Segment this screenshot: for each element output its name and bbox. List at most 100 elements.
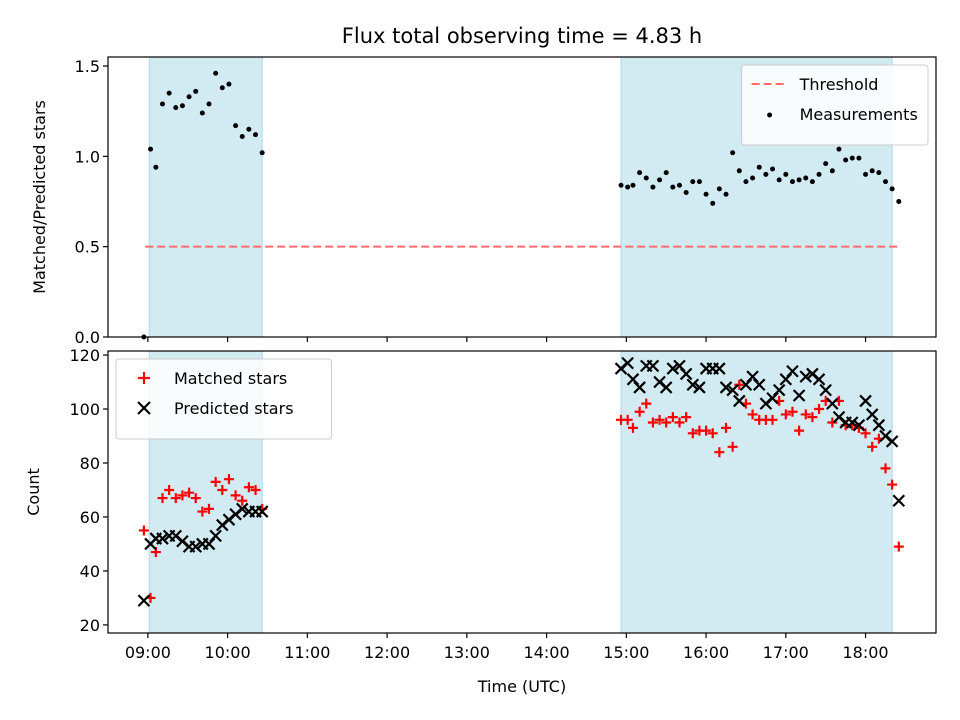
predicted-star-point: [859, 394, 872, 408]
measurement-point: [637, 170, 643, 176]
top-legend: Threshold Measurements: [741, 64, 929, 146]
matched-star-point: [687, 428, 698, 439]
top-y-tick-label: 0.0: [75, 328, 100, 347]
measurement-point: [259, 150, 265, 156]
matched-star-point: [177, 490, 188, 501]
matched-star-point: [184, 487, 195, 498]
matched-star-point: [223, 474, 234, 485]
measurement-point: [816, 171, 822, 177]
legend-label: Measurements: [800, 105, 918, 124]
measurement-point: [710, 200, 716, 206]
bottom-y-tick-label: 20: [80, 616, 100, 635]
matched-star-point: [827, 417, 838, 428]
measurement-point: [219, 85, 225, 91]
matched-star-point: [667, 412, 678, 423]
matched-star-point: [893, 541, 904, 552]
matched-star-point: [807, 412, 818, 423]
x-tick-label: 16:00: [683, 643, 729, 662]
predicted-star-point: [786, 364, 799, 378]
matched-star-point: [681, 412, 692, 423]
matched-star-point: [674, 417, 685, 428]
top-panel-frame: [107, 56, 937, 338]
measurement-point: [676, 182, 682, 188]
measurement-point: [690, 179, 696, 185]
predicted-star-point: [799, 370, 813, 383]
matched-star-point: [887, 479, 898, 490]
measurement-point: [723, 191, 729, 197]
legend-label: Predicted stars: [174, 399, 294, 418]
predicted-star-point: [189, 540, 202, 553]
matched-star-point: [860, 428, 871, 439]
predicted-star-point: [255, 505, 269, 518]
matched-star-point: [707, 428, 718, 439]
measurement-point: [630, 182, 636, 188]
matched-star-point: [787, 406, 798, 417]
measurement-point: [763, 171, 769, 177]
measurement-point: [823, 161, 829, 167]
measurement-point: [650, 184, 656, 190]
matched-star-point: [243, 482, 254, 493]
measurement-point: [199, 110, 205, 116]
measurement-point: [843, 157, 849, 163]
measurement-point: [829, 168, 835, 174]
matched-star-point: [237, 495, 248, 506]
measurement-point: [226, 81, 232, 87]
measurement-point: [896, 199, 902, 205]
measurement-point: [153, 164, 159, 170]
matched-star-point: [190, 493, 201, 504]
measurement-point: [889, 186, 895, 192]
measurement-point: [809, 179, 815, 185]
top-x-ticks: [147, 337, 867, 342]
matched-star-point: [701, 425, 712, 436]
measurement-point: [670, 184, 676, 190]
predicted-star-point: [686, 378, 700, 392]
matched-star-point: [661, 417, 672, 428]
measurement-point: [696, 179, 702, 185]
predicted-star-point: [137, 594, 151, 607]
measurement-point: [246, 126, 252, 132]
predicted-star-point: [633, 381, 646, 394]
measurement-point: [148, 146, 154, 152]
bottom-y-ticks: 20 40 60 80 100 120: [69, 346, 108, 635]
measurement-point: [657, 177, 663, 183]
bottom-x-ticks: 09:00 10:00 11:00 12:00 13:00 14:00 15:00 16:00…: [125, 633, 889, 662]
bottom-y-tick-label: 120: [69, 346, 100, 365]
bottom-y-tick-label: 100: [69, 400, 100, 419]
measurement-point: [663, 170, 669, 176]
bottom-panel: 20 40 60 80 100 120 09:00 10:00 11:00 12:00 13:00…: [24, 346, 937, 696]
matched-star-point: [634, 406, 645, 417]
bottom-panel-data: [137, 356, 906, 607]
matched-star-point: [767, 414, 778, 425]
predicted-star-point: [885, 435, 899, 448]
measurement-point: [882, 179, 888, 185]
matched-star-point: [170, 493, 181, 504]
measurement-point: [863, 171, 869, 177]
measurement-point: [179, 103, 185, 109]
measurement-point: [869, 168, 875, 174]
measurement-point: [876, 170, 882, 176]
measurement-point: [253, 132, 259, 138]
measurement-point: [789, 179, 795, 185]
predicted-star-point: [812, 373, 826, 386]
measurement-point: [186, 94, 192, 100]
x-tick-label: 14:00: [524, 643, 570, 662]
predicted-star-point: [719, 381, 733, 394]
matched-star-point: [794, 425, 805, 436]
matched-star-point: [164, 484, 175, 495]
matched-star-point: [880, 463, 891, 474]
measurement-point: [703, 191, 709, 197]
matched-star-point: [654, 414, 665, 425]
matched-star-point: [721, 422, 732, 433]
predicted-star-point: [621, 356, 634, 370]
matched-star-point: [867, 441, 878, 452]
measurement-point: [193, 88, 199, 94]
chart-title: Flux total observing time = 4.83 h: [342, 24, 702, 48]
top-shaded-interval: [148, 56, 263, 338]
measurement-point: [213, 70, 219, 76]
measurement-point: [173, 105, 179, 111]
measurement-point: [625, 184, 631, 190]
measurement-point: [803, 175, 809, 181]
matched-star-point: [727, 441, 738, 452]
x-tick-label: 13:00: [444, 643, 490, 662]
predicted-star-point: [726, 383, 739, 397]
